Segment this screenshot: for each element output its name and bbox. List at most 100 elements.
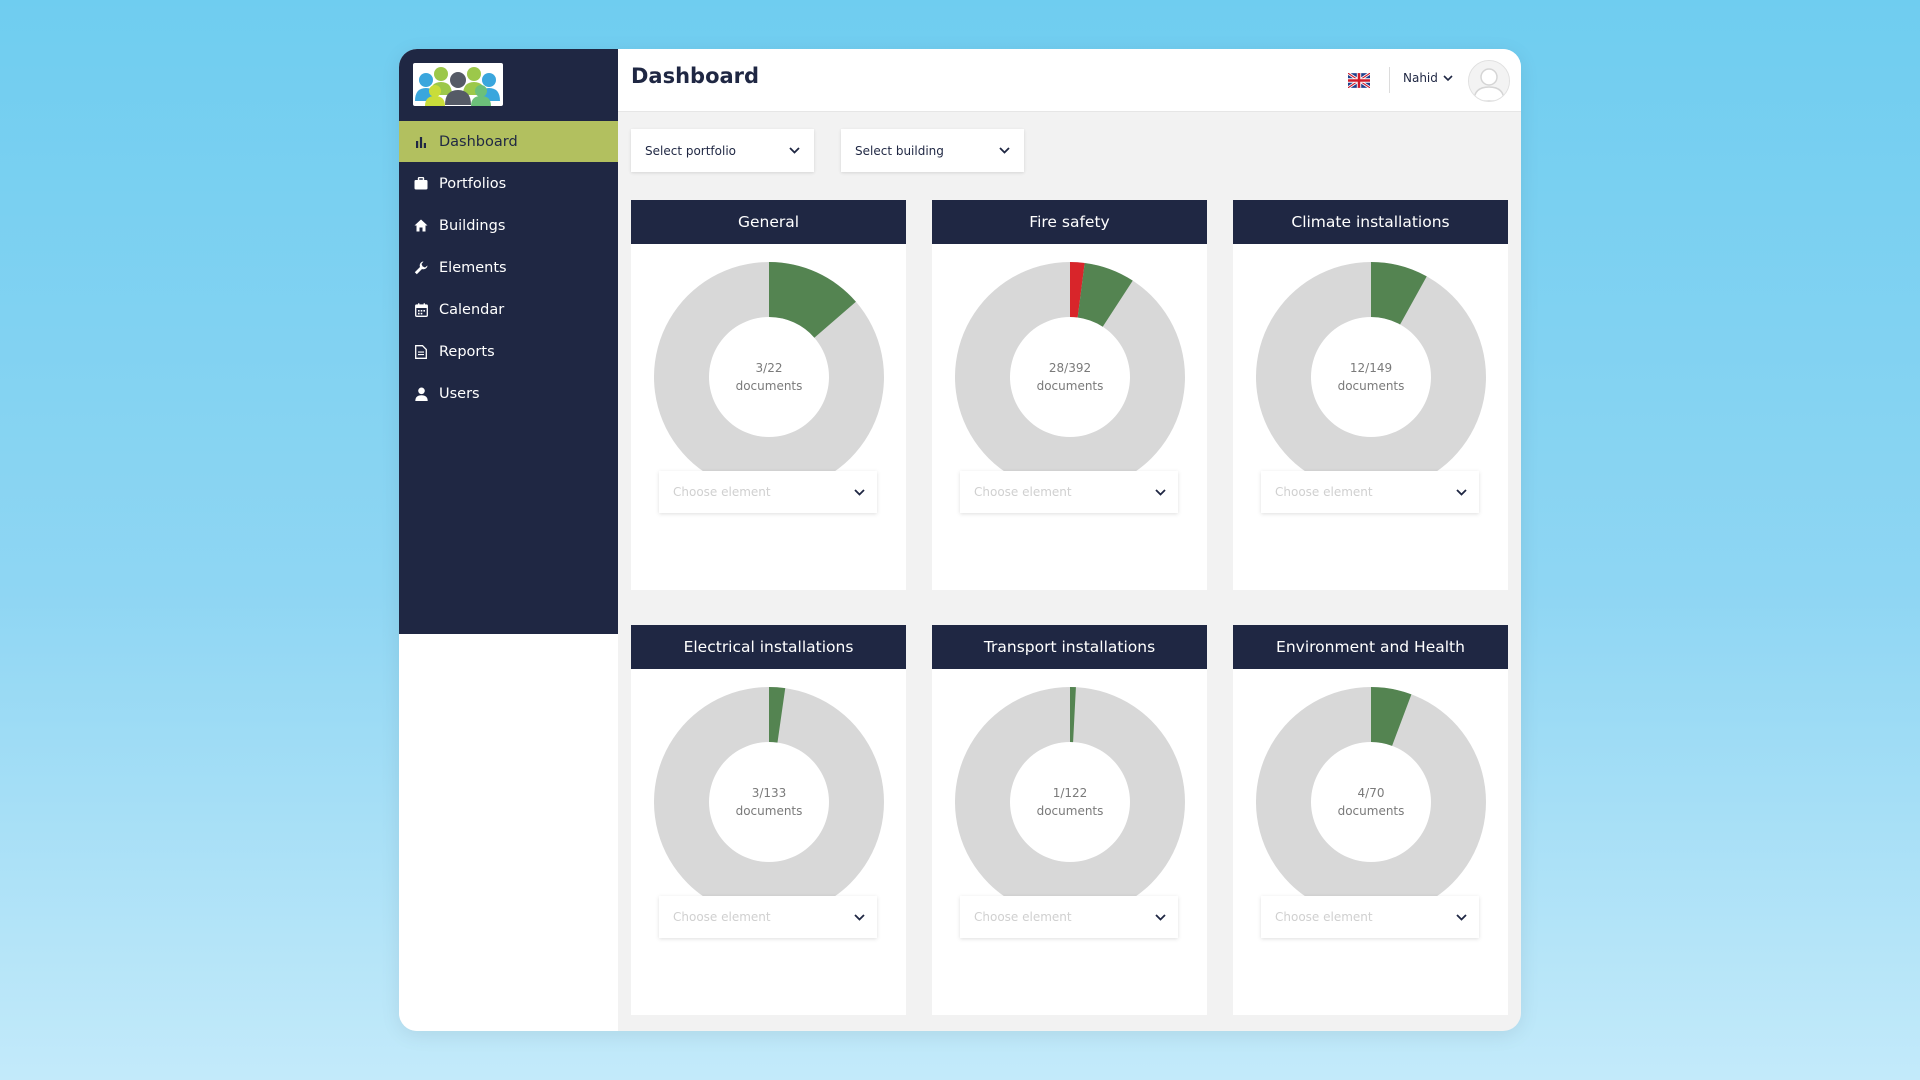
wrench-icon — [413, 260, 429, 276]
document-count: 28/392 — [1048, 361, 1092, 375]
sidebar-footer-area — [399, 634, 618, 1031]
choose-element-placeholder: Choose element — [673, 910, 771, 924]
sidebar-item-dashboard[interactable]: Dashboard — [399, 121, 618, 162]
sidebar-item-label: Reports — [439, 343, 495, 360]
chevron-down-icon — [1155, 488, 1166, 496]
choose-element-select[interactable]: Choose element — [659, 471, 877, 513]
chevron-down-icon — [1443, 74, 1453, 82]
donut-chart — [1255, 262, 1486, 492]
sidebar-item-label: Portfolios — [439, 175, 507, 192]
sidebar-item-label: Buildings — [439, 217, 506, 234]
donut-label: 4/70 documents — [1256, 687, 1486, 917]
choose-element-select[interactable]: Choose element — [1261, 896, 1479, 938]
chevron-down-icon — [789, 147, 800, 154]
choose-element-placeholder: Choose element — [974, 910, 1072, 924]
top-header: Dashboard Nahid — [618, 49, 1521, 112]
sidebar-item-label: Users — [439, 385, 480, 402]
donut-chart — [653, 262, 884, 492]
document-count: 4/70 — [1357, 786, 1385, 800]
building-select[interactable]: Select building — [841, 129, 1024, 172]
choose-element-placeholder: Choose element — [673, 485, 771, 499]
sidebar-item-users[interactable]: Users — [399, 373, 618, 414]
page-title: Dashboard — [631, 64, 760, 88]
sidebar-item-elements[interactable]: Elements — [399, 247, 618, 288]
card-climate-installations: Climate installations 12/149 documents Choo… — [1233, 200, 1508, 590]
donut-chart — [954, 687, 1185, 917]
donut-label: 12/149 documents — [1256, 262, 1486, 492]
progress-donut: 1/122 documents — [954, 687, 1185, 917]
donut-chart — [954, 262, 1185, 492]
home-icon — [413, 218, 429, 234]
card-title: Transport installations — [932, 625, 1207, 669]
chevron-down-icon — [1155, 913, 1166, 921]
avatar[interactable] — [1468, 60, 1510, 102]
donut-label: 28/392 documents — [955, 262, 1185, 492]
donut-done-slice — [1070, 687, 1076, 743]
donut-remaining-slice — [1255, 687, 1486, 917]
donut-label: 3/133 documents — [654, 687, 884, 917]
document-unit: documents — [1036, 804, 1104, 818]
choose-element-placeholder: Choose element — [974, 485, 1072, 499]
donut-done-slice — [769, 687, 786, 743]
card-general: General 3/22 documents Choose element — [631, 200, 906, 590]
logo[interactable] — [413, 63, 503, 106]
card-title: General — [631, 200, 906, 244]
document-count: 1/122 — [1052, 786, 1088, 800]
donut-remaining-slice — [1255, 262, 1486, 492]
sidebar-item-label: Calendar — [439, 301, 505, 318]
header-divider — [1389, 67, 1390, 93]
document-count: 3/133 — [751, 786, 787, 800]
donut-done-slice — [1371, 262, 1427, 325]
sidebar-item-buildings[interactable]: Buildings — [399, 205, 618, 246]
sidebar-item-label: Elements — [439, 259, 507, 276]
donut-done-slice — [769, 262, 856, 338]
donut-remaining-slice — [954, 262, 1185, 492]
sidebar: Dashboard Portfolios Buildings Elements … — [399, 49, 618, 634]
portfolio-select-label: Select portfolio — [645, 143, 737, 158]
progress-donut: 28/392 documents — [954, 262, 1185, 492]
document-unit: documents — [1337, 804, 1405, 818]
choose-element-select[interactable]: Choose element — [960, 471, 1178, 513]
choose-element-select[interactable]: Choose element — [960, 896, 1178, 938]
card-title: Climate installations — [1233, 200, 1508, 244]
card-title: Environment and Health — [1233, 625, 1508, 669]
card-environment-and-health: Environment and Health 4/70 documents Choos… — [1233, 625, 1508, 1015]
user-menu[interactable]: Nahid — [1403, 71, 1453, 85]
card-fire-safety: Fire safety 28/392 documents Choose element — [932, 200, 1207, 590]
card-transport-installations: Transport installations 1/122 documents Cho… — [932, 625, 1207, 1015]
card-electrical-installations: Electrical installations 3/133 documents Ch… — [631, 625, 906, 1015]
progress-donut: 3/133 documents — [653, 687, 884, 917]
donut-label: 1/122 documents — [955, 687, 1185, 917]
donut-remaining-slice — [653, 687, 884, 917]
progress-donut: 3/22 documents — [653, 262, 884, 492]
donut-label: 3/22 documents — [654, 262, 884, 492]
choose-element-select[interactable]: Choose element — [1261, 471, 1479, 513]
portfolio-select[interactable]: Select portfolio — [631, 129, 814, 172]
briefcase-icon — [413, 176, 429, 192]
document-count: 12/149 — [1349, 361, 1393, 375]
document-unit: documents — [1036, 379, 1104, 393]
card-title: Electrical installations — [631, 625, 906, 669]
chevron-down-icon — [999, 147, 1010, 154]
donut-chart — [653, 687, 884, 917]
bar-chart-icon — [413, 134, 429, 150]
choose-element-placeholder: Choose element — [1275, 485, 1373, 499]
sidebar-item-calendar[interactable]: Calendar — [399, 289, 618, 330]
user-name: Nahid — [1403, 71, 1438, 85]
donut-chart — [1255, 687, 1486, 917]
uk-flag-icon[interactable] — [1347, 71, 1371, 90]
chevron-down-icon — [1456, 913, 1467, 921]
document-unit: documents — [735, 379, 803, 393]
chevron-down-icon — [1456, 488, 1467, 496]
choose-element-placeholder: Choose element — [1275, 910, 1373, 924]
chevron-down-icon — [854, 488, 865, 496]
document-icon — [413, 344, 429, 360]
chevron-down-icon — [854, 913, 865, 921]
progress-donut: 4/70 documents — [1255, 687, 1486, 917]
document-unit: documents — [735, 804, 803, 818]
calendar-icon — [413, 302, 429, 318]
choose-element-select[interactable]: Choose element — [659, 896, 877, 938]
sidebar-item-label: Dashboard — [439, 133, 518, 150]
sidebar-item-portfolios[interactable]: Portfolios — [399, 163, 618, 204]
sidebar-item-reports[interactable]: Reports — [399, 331, 618, 372]
